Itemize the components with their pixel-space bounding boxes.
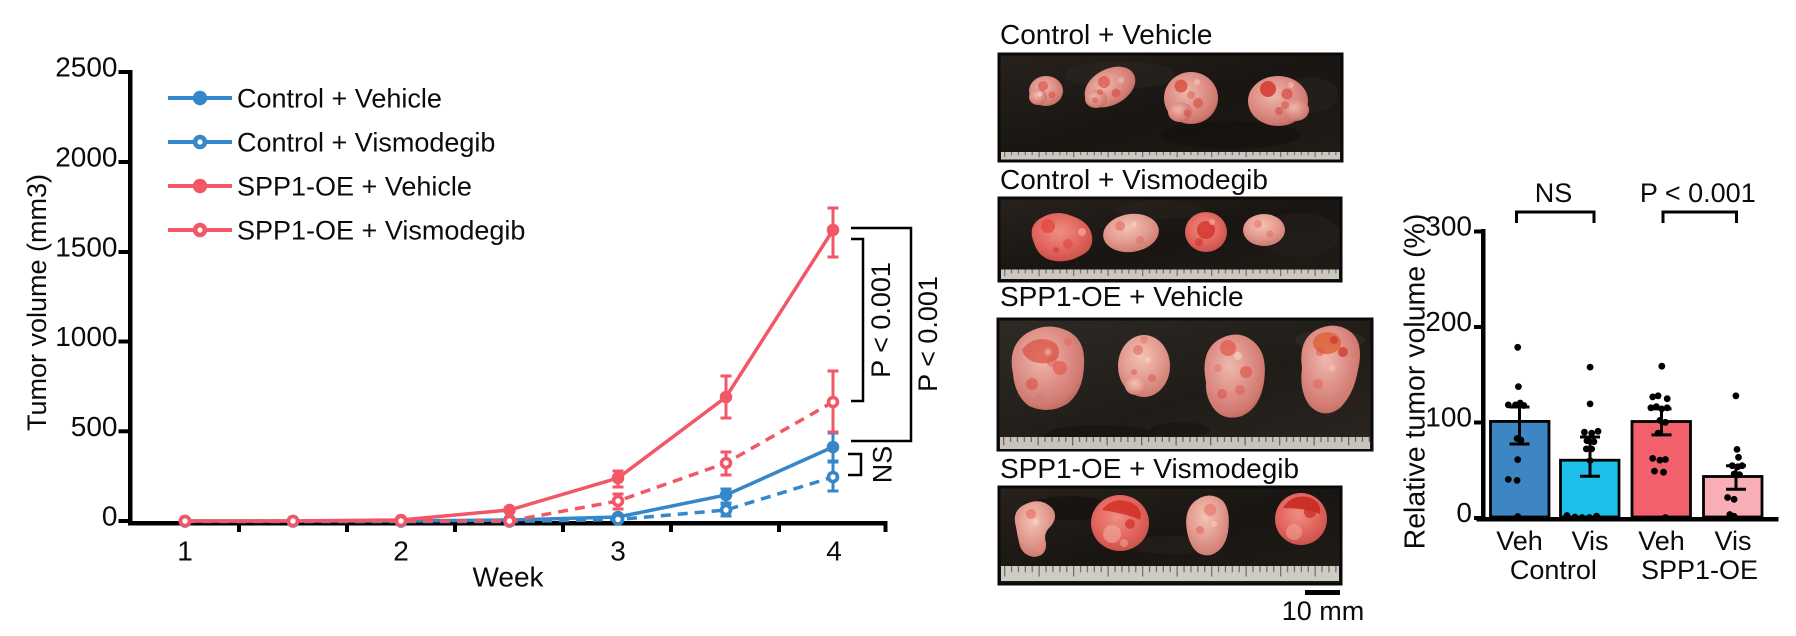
svg-text:0: 0 <box>102 501 118 532</box>
svg-text:Control + Vehicle: Control + Vehicle <box>237 84 442 114</box>
svg-text:2: 2 <box>393 536 409 567</box>
svg-text:SPP1-OE + Vehicle: SPP1-OE + Vehicle <box>237 172 472 202</box>
svg-text:2000: 2000 <box>55 142 117 173</box>
svg-text:3: 3 <box>610 536 626 567</box>
svg-text:Vis: Vis <box>1714 526 1751 556</box>
svg-text:Control + Vismodegib: Control + Vismodegib <box>1000 164 1268 195</box>
svg-text:Control + Vehicle: Control + Vehicle <box>1000 19 1212 50</box>
svg-text:100: 100 <box>1425 402 1472 433</box>
svg-text:NS: NS <box>1535 178 1573 208</box>
svg-text:Tumor volume (mm3): Tumor volume (mm3) <box>22 174 52 431</box>
svg-text:Vis: Vis <box>1571 526 1608 556</box>
svg-text:200: 200 <box>1425 306 1472 337</box>
svg-text:10 mm: 10 mm <box>1282 596 1365 626</box>
svg-text:Veh: Veh <box>1638 526 1685 556</box>
svg-text:300: 300 <box>1425 211 1472 242</box>
svg-text:SPP1-OE + Vismodegib: SPP1-OE + Vismodegib <box>237 216 525 246</box>
svg-text:Relative tumor volume (%): Relative tumor volume (%) <box>1400 214 1432 550</box>
svg-text:4: 4 <box>826 536 842 567</box>
svg-text:1000: 1000 <box>55 321 117 352</box>
svg-text:1: 1 <box>177 536 193 567</box>
svg-text:0: 0 <box>1456 497 1472 528</box>
svg-text:SPP1-OE: SPP1-OE <box>1641 555 1758 585</box>
svg-text:500: 500 <box>71 411 118 442</box>
svg-text:Control: Control <box>1510 555 1597 585</box>
svg-text:1500: 1500 <box>55 232 117 263</box>
svg-text:NS: NS <box>868 446 898 484</box>
svg-text:P < 0.001: P < 0.001 <box>866 262 896 378</box>
svg-text:SPP1-OE + Vehicle: SPP1-OE + Vehicle <box>1000 281 1244 312</box>
svg-text:Control + Vismodegib: Control + Vismodegib <box>237 128 495 158</box>
svg-text:P < 0.001: P < 0.001 <box>913 276 943 392</box>
svg-text:Veh: Veh <box>1496 526 1543 556</box>
svg-text:SPP1-OE + Vismodegib: SPP1-OE + Vismodegib <box>1000 453 1299 484</box>
svg-text:2500: 2500 <box>55 52 117 83</box>
svg-text:Week: Week <box>472 562 544 593</box>
svg-text:P < 0.001: P < 0.001 <box>1640 178 1756 208</box>
